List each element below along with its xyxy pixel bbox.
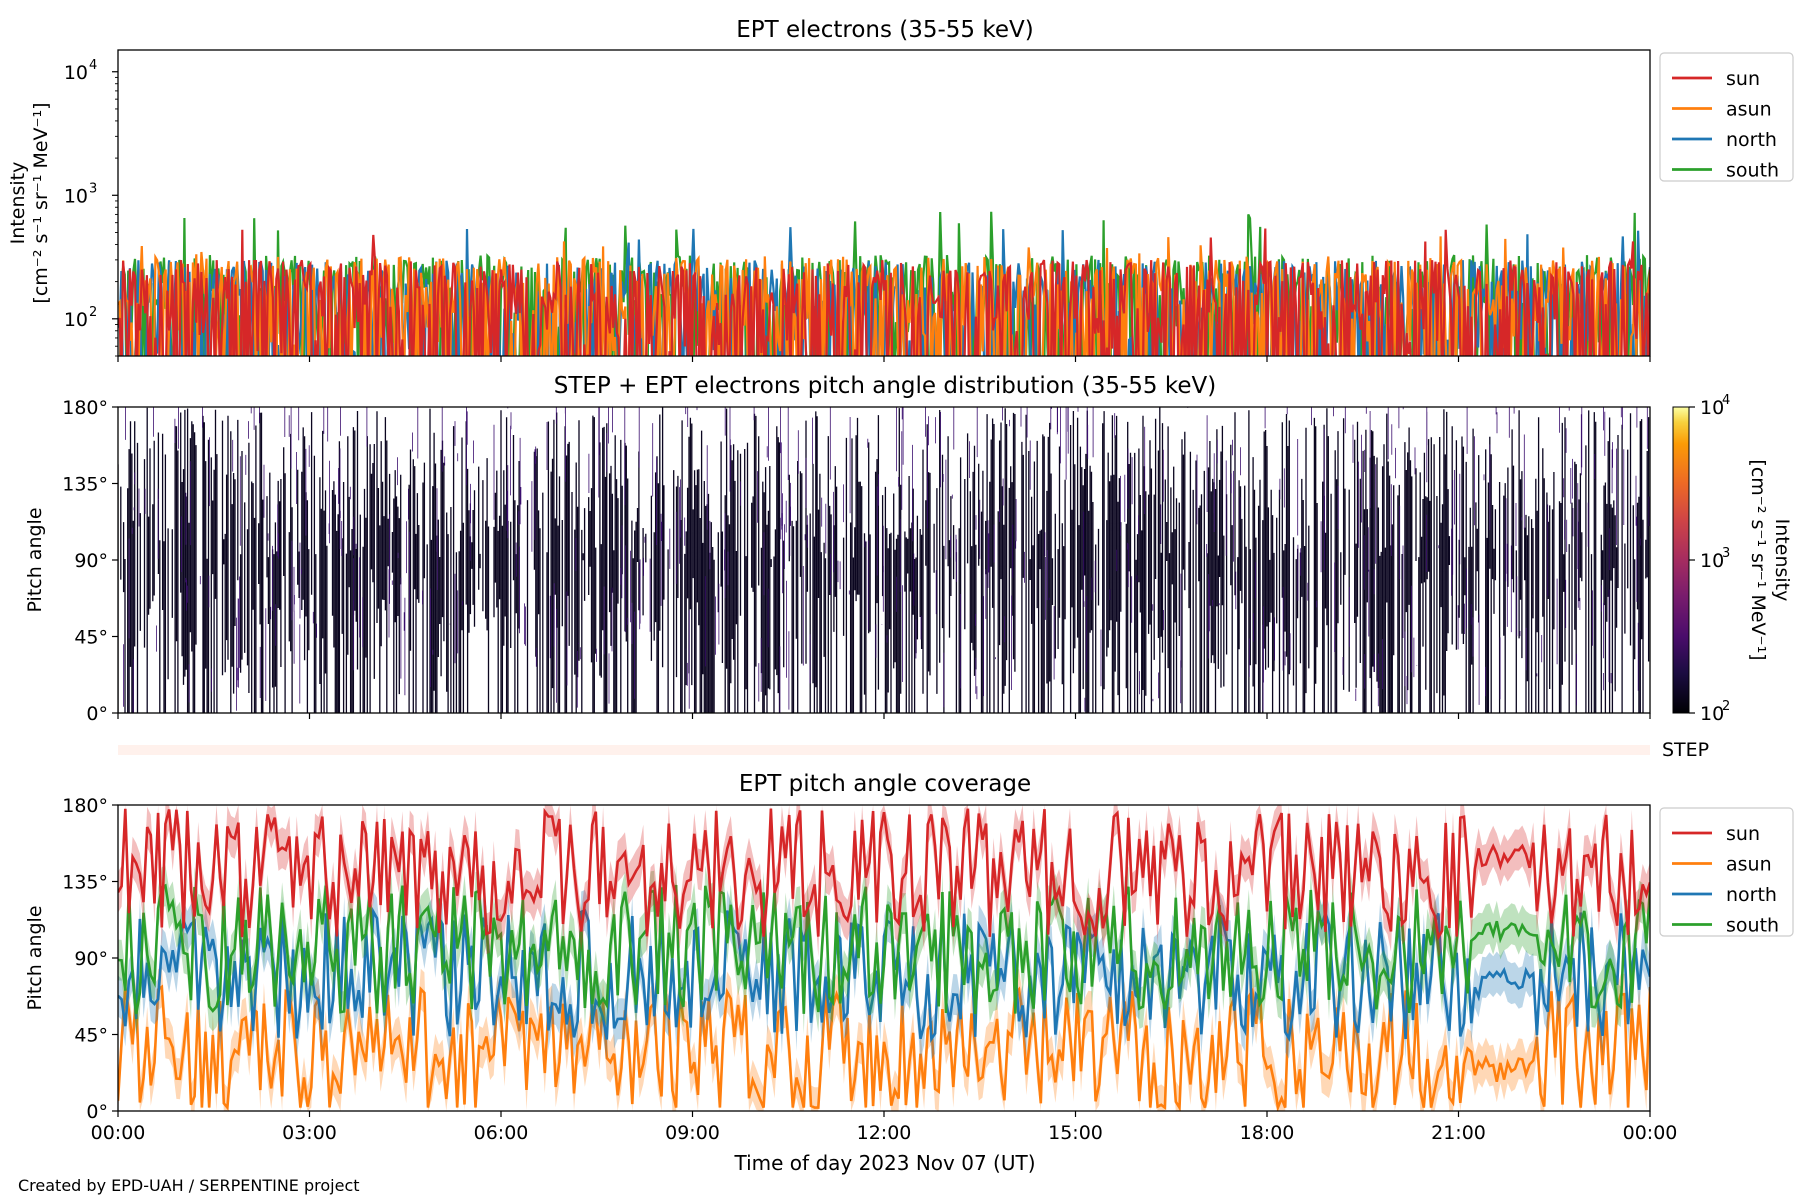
- step-label: STEP: [1662, 739, 1709, 761]
- y-tick-label: 0°: [86, 703, 108, 725]
- step-bar: [118, 745, 1650, 755]
- y-tick-label: 90°: [74, 550, 108, 572]
- y-tick-label: 135°: [62, 872, 108, 894]
- intensity-ylabel-line1: Intensity: [7, 162, 29, 245]
- series-asun-band: [118, 966, 1650, 1111]
- colorbar-tick-label: 10: [1700, 550, 1724, 572]
- y-tick-label: 180°: [62, 795, 108, 817]
- y-tick-label: 0°: [86, 1101, 108, 1123]
- coverage-plot-area: [118, 805, 1650, 1111]
- step-strip: STEP: [118, 739, 1709, 761]
- x-tick-label: 00:00: [1623, 1122, 1678, 1144]
- y-tick-exponent: 4: [89, 58, 97, 73]
- x-tick-label: 06:00: [474, 1122, 529, 1144]
- x-tick-label: 09:00: [665, 1122, 720, 1144]
- y-tick-label: 180°: [62, 397, 108, 419]
- colorbar-tick-exponent: 2: [1722, 699, 1730, 714]
- pad-panel: STEP + EPT electrons pitch angle distrib…: [24, 373, 1793, 725]
- colorbar-tick-label: 10: [1700, 397, 1724, 419]
- colorbar-label: Intensity: [1771, 519, 1793, 602]
- y-tick-label: 45°: [74, 1025, 108, 1047]
- intensity-legend: sun asun north south: [1659, 52, 1794, 182]
- legend-label-asun: asun: [1726, 854, 1772, 876]
- legend-label-south: south: [1726, 160, 1779, 182]
- x-axis-label: Time of day 2023 Nov 07 (UT): [734, 1151, 1036, 1175]
- x-axis-ticks: 00:00 03:00 06:00 09:00 12:00 15:00 18:00 21:00…: [91, 356, 1678, 1144]
- y-tick-label: 135°: [62, 474, 108, 496]
- pad-ylabel: Pitch angle: [24, 507, 46, 612]
- coverage-y-ticks: 0° 45° 90° 135° 180°: [62, 795, 118, 1123]
- heatmap-cells-bright: [123, 407, 1650, 713]
- colorbar-gradient: [1672, 406, 1690, 714]
- y-tick-label: 90°: [74, 948, 108, 970]
- legend-box: [1659, 807, 1794, 937]
- legend-label-south: south: [1726, 915, 1779, 937]
- legend-label-north: north: [1726, 129, 1777, 151]
- pad-title: STEP + EPT electrons pitch angle distrib…: [554, 373, 1216, 399]
- colorbar-units: [cm⁻² s⁻¹ sr⁻¹ MeV⁻¹]: [1747, 459, 1769, 660]
- series-sun-line: [118, 228, 1650, 356]
- y-tick-exponent: 2: [89, 305, 97, 320]
- series-asun-line: [118, 984, 1650, 1111]
- colorbar-tick-exponent: 4: [1722, 393, 1730, 408]
- y-tick-label: 10: [64, 62, 88, 84]
- legend-box: [1659, 52, 1794, 182]
- x-tick-label: 21:00: [1431, 1122, 1486, 1144]
- y-tick-exponent: 3: [89, 181, 97, 196]
- series-south-line: [118, 883, 1650, 1015]
- y-tick-label: 10: [64, 185, 88, 207]
- colorbar-tick-exponent: 3: [1722, 546, 1730, 561]
- footer-credit: Created by EPD-UAH / SERPENTINE project: [18, 1176, 360, 1195]
- legend-label-sun: sun: [1726, 68, 1760, 90]
- colorbar-tick-label: 10: [1700, 703, 1724, 725]
- intensity-plot-area: [118, 211, 1650, 356]
- coverage-ylabel: Pitch angle: [24, 905, 46, 1010]
- coverage-panel: EPT pitch angle coverage 0° 45° 90° 135° 180…: [24, 356, 1794, 1175]
- legend-label-sun: sun: [1726, 823, 1760, 845]
- legend-label-north: north: [1726, 884, 1777, 906]
- x-tick-label: 00:00: [91, 1122, 146, 1144]
- pad-y-ticks: 0° 45° 90° 135° 180°: [62, 397, 118, 725]
- coverage-title: EPT pitch angle coverage: [739, 771, 1031, 797]
- x-tick-label: 12:00: [857, 1122, 912, 1144]
- intensity-title: EPT electrons (35-55 keV): [736, 17, 1033, 43]
- x-tick-label: 18:00: [1240, 1122, 1295, 1144]
- x-tick-label: 15:00: [1048, 1122, 1103, 1144]
- legend-label-asun: asun: [1726, 99, 1772, 121]
- coverage-legend: sun asun north south: [1659, 807, 1794, 937]
- intensity-ylabel-line2: [cm⁻² s⁻¹ sr⁻¹ MeV⁻¹]: [30, 102, 52, 303]
- x-tick-label: 03:00: [282, 1122, 337, 1144]
- pad-heatmap: [118, 407, 1650, 713]
- series-asun-line: [118, 236, 1650, 356]
- y-tick-label: 45°: [74, 627, 108, 649]
- series-sun-line: [118, 807, 1650, 941]
- y-tick-label: 10: [64, 309, 88, 331]
